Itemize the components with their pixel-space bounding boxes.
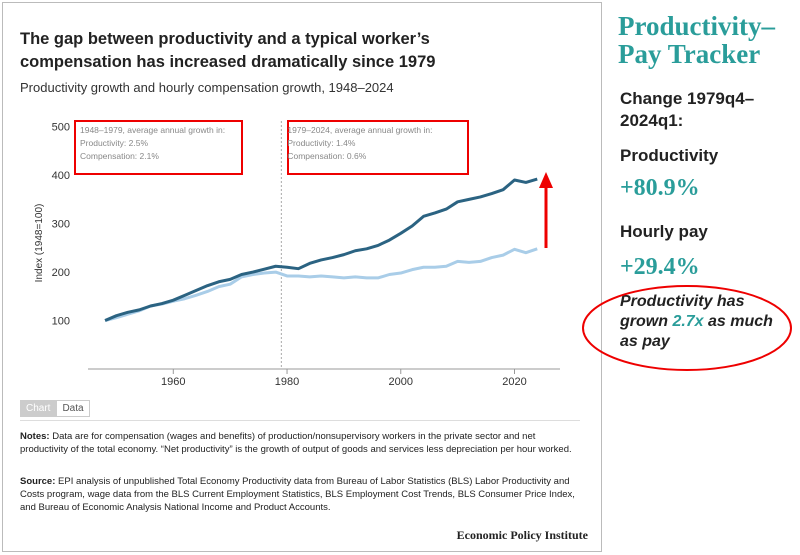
summary-text: Productivity has grown <box>620 293 745 330</box>
item-value: +80.9% <box>620 175 700 201</box>
series-line <box>104 247 538 322</box>
y-tick-label: 400 <box>52 170 70 182</box>
source-label: Source: <box>20 476 56 487</box>
x-tick-label: 2000 <box>389 376 413 388</box>
annotation: Compensation: 2.1% <box>80 151 159 161</box>
y-tick-label: 300 <box>52 219 70 231</box>
x-tick-label: 1960 <box>161 376 185 388</box>
x-tick-label: 1980 <box>275 376 299 388</box>
divider <box>20 420 580 421</box>
summary-text: as much as pay <box>620 313 773 350</box>
series-line <box>104 177 538 322</box>
highlight-box <box>74 120 243 175</box>
y-axis-label: Index (1948=100) <box>34 204 45 283</box>
notes-text: Data are for compensation (wages and ben… <box>20 431 572 455</box>
notes: Notes: Data are for compensation (wages … <box>20 430 585 456</box>
arrow-head <box>539 172 553 188</box>
item-value: +29.4% <box>620 254 700 280</box>
sidebar-title-line: Pay Tracker <box>618 39 761 69</box>
tab[interactable]: Data <box>56 400 90 417</box>
period: Change 1979q4–2024q1: <box>620 89 755 130</box>
highlight-ellipse <box>582 285 792 371</box>
y-tick-label: 100 <box>52 316 70 328</box>
notes-label: Notes: <box>20 431 50 442</box>
tab[interactable]: Chart <box>20 400 57 417</box>
annotation: Productivity: 1.4% <box>287 138 355 148</box>
source-text: EPI analysis of unpublished Total Econom… <box>20 476 575 513</box>
tabs: Chart Data <box>20 398 90 417</box>
chart-title: The gap between productivity and a typic… <box>20 30 436 71</box>
annotation: 1948–1979, average annual growth in: <box>80 125 225 135</box>
annotation: Compensation: 0.6% <box>287 151 366 161</box>
chart-panel <box>2 2 602 552</box>
summary: Productivity has grown 2.7x as much as p… <box>620 292 780 352</box>
source: Source: EPI analysis of unpublished Tota… <box>20 475 585 514</box>
chart: Index (1948=100) 100 200 300 400 500 1960 1980 2… <box>34 120 560 388</box>
y-tick-label: 500 <box>52 122 70 134</box>
y-tick-label: 200 <box>52 267 70 279</box>
summary-ratio: 2.7x <box>672 313 704 330</box>
sidebar-title-line: Productivity– <box>618 11 775 41</box>
x-tick-label: 2020 <box>502 376 526 388</box>
item-label: Hourly pay <box>620 222 708 241</box>
item-label: Productivity <box>620 146 719 165</box>
annotation: Productivity: 2.5% <box>80 138 148 148</box>
sidebar-title: Productivity– Pay Tracker <box>618 12 775 68</box>
highlight-box <box>287 120 469 175</box>
ellipse <box>582 285 792 371</box>
footer: Economic Policy Institute <box>456 528 588 542</box>
annotation: 1979–2024, average annual growth in: <box>287 125 432 135</box>
chart-subtitle: Productivity growth and hourly compensat… <box>20 80 394 95</box>
